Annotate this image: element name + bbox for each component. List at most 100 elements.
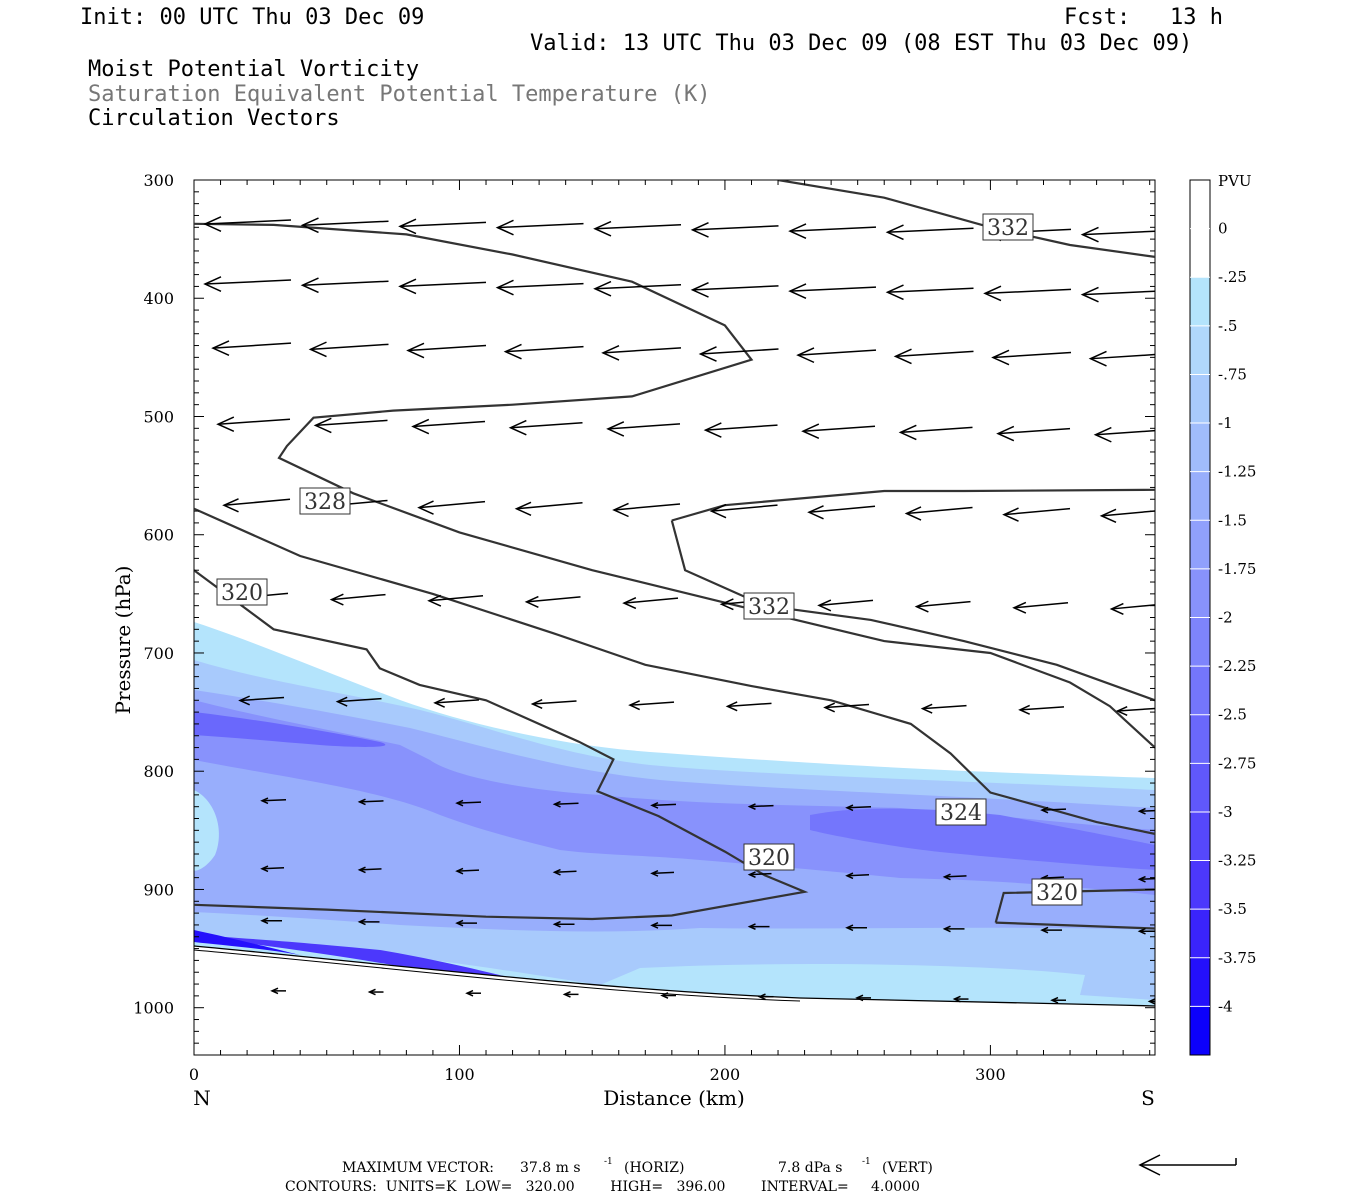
circulation-vector — [628, 700, 675, 711]
circulation-vector — [1040, 926, 1062, 934]
circulation-vector — [455, 867, 480, 875]
circulation-vector — [788, 283, 877, 299]
contour-label-320: 320 — [748, 846, 790, 871]
max-vector-label: MAXIMUM VECTOR: — [342, 1160, 494, 1176]
circulation-vector — [703, 422, 778, 438]
contour-label-box — [743, 843, 795, 871]
colorbar-level-label: -.5 — [1218, 317, 1237, 335]
contour-label-box — [216, 578, 268, 606]
circulation-vector — [690, 282, 779, 298]
circulation-vector — [1099, 508, 1155, 524]
circulation-vector — [406, 342, 487, 359]
y-axis-title: Pressure (hPa) — [111, 566, 135, 715]
colorbar-swatch — [1190, 277, 1210, 327]
colorbar-level-label: -1.5 — [1218, 511, 1247, 529]
circulation-vector — [788, 223, 877, 239]
circulation-vector — [983, 285, 1072, 302]
circulation-vector — [885, 284, 974, 301]
circulation-vector — [398, 218, 487, 235]
circulation-vector — [222, 498, 291, 513]
colorbar-level-label: -3.5 — [1218, 900, 1247, 918]
pvu-colorbar: 0 -.25 -.5 -.75 -1 -1.25 -1.5 -1.75 -2 -2.25 -2.5 -… — [1189, 179, 1256, 1056]
circulation-vector — [1002, 507, 1071, 522]
circulation-vector — [593, 280, 682, 297]
colorbar-swatch — [1190, 1006, 1210, 1056]
colorbar-level-label: -2.75 — [1218, 754, 1256, 772]
y-tick-label: 300 — [143, 171, 174, 190]
circulation-vector — [552, 868, 577, 876]
circulation-vector — [300, 277, 389, 294]
colorbar-swatch — [1190, 423, 1210, 473]
theta-es-contour-320 — [994, 888, 1155, 923]
circulation-vector — [270, 987, 286, 995]
circulation-vector — [845, 804, 872, 812]
circulation-vector — [650, 802, 677, 809]
circulation-vector — [996, 425, 1071, 442]
circulation-vector — [552, 920, 575, 928]
circulation-vector — [725, 701, 772, 712]
forecast-hour: Fcst: 13 h — [1064, 5, 1223, 30]
contour-label-box — [982, 213, 1034, 241]
colorbar-swatch — [1190, 471, 1210, 521]
circulation-vector — [1093, 426, 1155, 443]
circulation-vector — [747, 923, 770, 930]
circulation-vector — [593, 220, 682, 237]
circulation-vector — [308, 341, 389, 358]
circulation-vector — [807, 505, 876, 520]
max-vector-vert-exp: -1 — [862, 1157, 871, 1167]
contour-label-box — [299, 487, 351, 515]
contour-info: CONTOURS: UNITS=K LOW= 320.00 HIGH= 396.… — [285, 1179, 920, 1195]
x-axis-title: Distance (km) — [603, 1086, 745, 1110]
circulation-vector — [1137, 927, 1155, 935]
colorbar-swatch — [1190, 568, 1210, 618]
circulation-vector — [367, 988, 384, 996]
circulation-vector — [411, 418, 486, 435]
circulation-vector — [952, 995, 969, 1003]
circulation-vector — [622, 597, 679, 610]
max-vector-horiz-unit: (HORIZ) — [624, 1160, 684, 1176]
colorbar-swatch — [1190, 325, 1210, 375]
circulation-vector — [898, 424, 973, 441]
circulation-vector — [357, 918, 380, 926]
circulation-vector — [300, 217, 389, 234]
circulation-vector — [942, 925, 965, 933]
contour-label-328: 328 — [304, 490, 346, 515]
y-tick-label: 1000 — [133, 999, 174, 1018]
contour-label-324: 324 — [940, 801, 982, 826]
circulation-vector — [1088, 350, 1155, 367]
circulation-vector — [238, 695, 285, 706]
circulation-vector — [455, 919, 477, 927]
circulation-vector — [357, 866, 382, 874]
circulation-vector — [508, 419, 583, 436]
field-title-mpv: Moist Potential Vorticity — [88, 57, 420, 82]
colorbar-swatch — [1190, 957, 1210, 1007]
colorbar-swatch — [1190, 180, 1210, 230]
circulation-vector — [747, 803, 774, 810]
circulation-vector — [817, 599, 874, 612]
colorbar-level-label: -4 — [1218, 997, 1233, 1015]
theta-es-contour-320 — [995, 921, 1155, 930]
circulation-vector — [796, 347, 877, 364]
circulation-vector — [893, 348, 974, 365]
colorbar-swatch — [1190, 617, 1210, 667]
circulation-vector — [914, 600, 971, 613]
colorbar-level-label: -3.75 — [1218, 949, 1256, 967]
contour-label-332: 332 — [987, 216, 1029, 241]
circulation-vector — [1050, 996, 1066, 1004]
circulation-vector — [845, 924, 867, 932]
circulation-vector — [427, 594, 484, 607]
theta-es-contours — [194, 180, 1155, 930]
contour-label-box — [1031, 878, 1083, 906]
x-tick-label: 200 — [710, 1065, 741, 1084]
y-tick-label: 700 — [143, 644, 174, 663]
circulation-vector — [260, 797, 287, 805]
circulation-vectors — [203, 216, 1155, 1005]
contour-label-320: 320 — [221, 581, 263, 606]
colorbar-level-label: -1.25 — [1218, 463, 1256, 481]
circulation-vector — [1012, 601, 1069, 614]
max-vector-horiz: 37.8 m s — [520, 1160, 581, 1176]
circulation-vector — [433, 697, 480, 708]
circulation-vector — [904, 506, 973, 521]
max-vector-horiz-exp: -1 — [604, 1157, 613, 1167]
